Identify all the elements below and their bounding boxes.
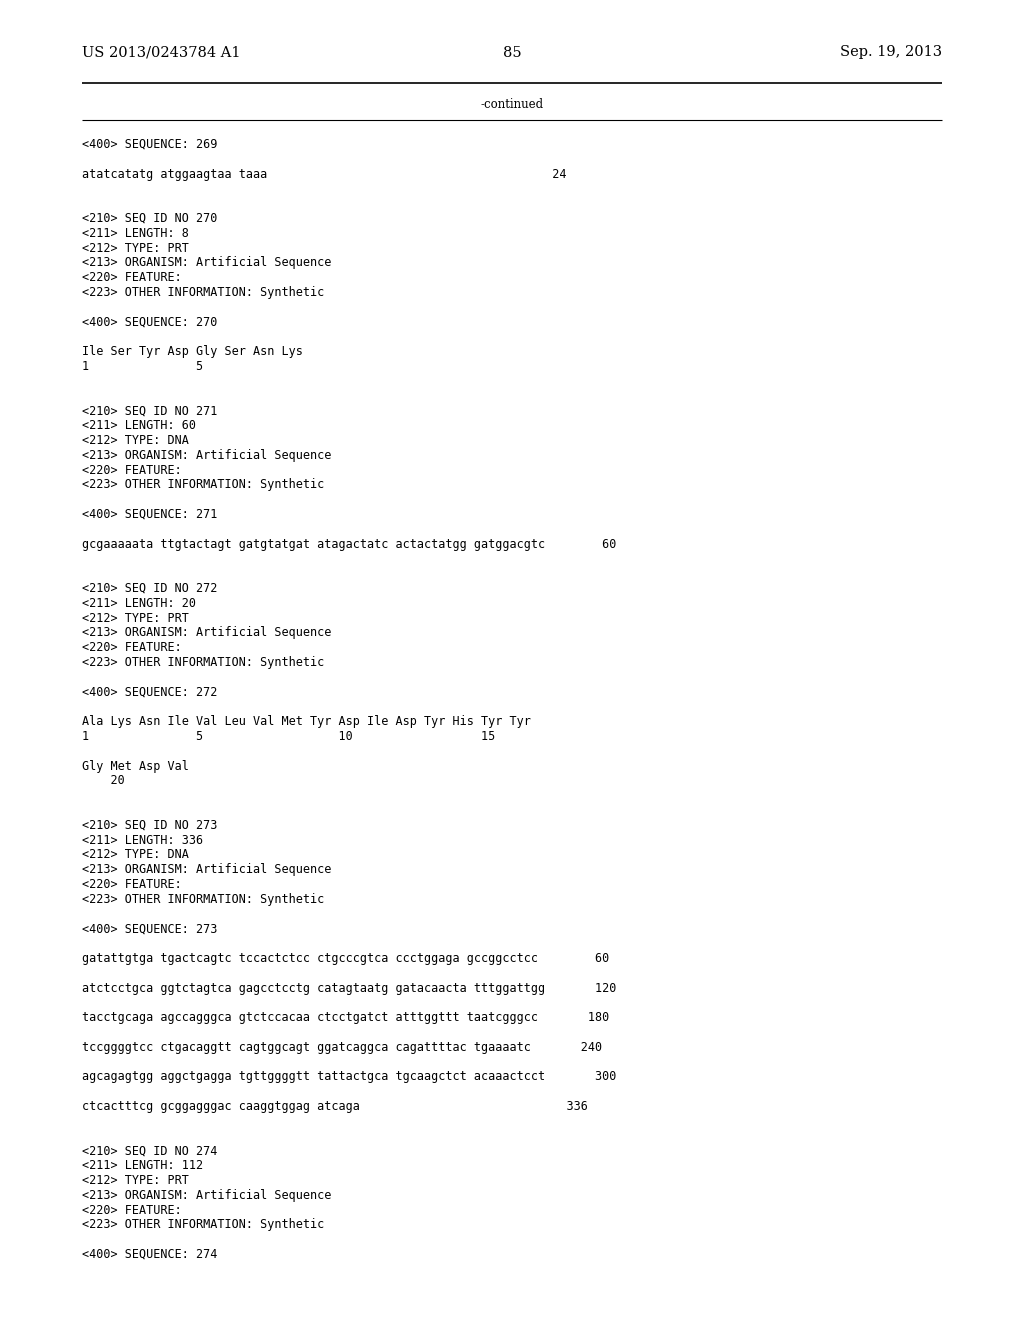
Text: <212> TYPE: PRT: <212> TYPE: PRT	[82, 1173, 188, 1187]
Text: <220> FEATURE:: <220> FEATURE:	[82, 271, 181, 284]
Text: US 2013/0243784 A1: US 2013/0243784 A1	[82, 45, 241, 59]
Text: -continued: -continued	[480, 98, 544, 111]
Text: <213> ORGANISM: Artificial Sequence: <213> ORGANISM: Artificial Sequence	[82, 256, 332, 269]
Text: gatattgtga tgactcagtc tccactctcc ctgcccgtca ccctggaga gccggcctcc        60: gatattgtga tgactcagtc tccactctcc ctgcccg…	[82, 952, 609, 965]
Text: <211> LENGTH: 20: <211> LENGTH: 20	[82, 597, 196, 610]
Text: <220> FEATURE:: <220> FEATURE:	[82, 463, 181, 477]
Text: 1               5: 1 5	[82, 360, 203, 374]
Text: 85: 85	[503, 46, 521, 59]
Text: <223> OTHER INFORMATION: Synthetic: <223> OTHER INFORMATION: Synthetic	[82, 286, 325, 300]
Text: <223> OTHER INFORMATION: Synthetic: <223> OTHER INFORMATION: Synthetic	[82, 1218, 325, 1232]
Text: Ala Lys Asn Ile Val Leu Val Met Tyr Asp Ile Asp Tyr His Tyr Tyr: Ala Lys Asn Ile Val Leu Val Met Tyr Asp …	[82, 715, 530, 729]
Text: gcgaaaaata ttgtactagt gatgtatgat atagactatc actactatgg gatggacgtc        60: gcgaaaaata ttgtactagt gatgtatgat atagact…	[82, 537, 616, 550]
Text: <211> LENGTH: 8: <211> LENGTH: 8	[82, 227, 188, 240]
Text: Sep. 19, 2013: Sep. 19, 2013	[840, 45, 942, 59]
Text: <213> ORGANISM: Artificial Sequence: <213> ORGANISM: Artificial Sequence	[82, 863, 332, 876]
Text: <400> SEQUENCE: 270: <400> SEQUENCE: 270	[82, 315, 217, 329]
Text: <210> SEQ ID NO 274: <210> SEQ ID NO 274	[82, 1144, 217, 1158]
Text: <220> FEATURE:: <220> FEATURE:	[82, 642, 181, 655]
Text: Gly Met Asp Val: Gly Met Asp Val	[82, 759, 188, 772]
Text: <213> ORGANISM: Artificial Sequence: <213> ORGANISM: Artificial Sequence	[82, 1189, 332, 1201]
Text: <213> ORGANISM: Artificial Sequence: <213> ORGANISM: Artificial Sequence	[82, 627, 332, 639]
Text: <212> TYPE: PRT: <212> TYPE: PRT	[82, 242, 188, 255]
Text: <210> SEQ ID NO 273: <210> SEQ ID NO 273	[82, 818, 217, 832]
Text: <212> TYPE: DNA: <212> TYPE: DNA	[82, 434, 188, 447]
Text: tacctgcaga agccagggca gtctccacaa ctcctgatct atttggttt taatcgggcc       180: tacctgcaga agccagggca gtctccacaa ctcctga…	[82, 1011, 609, 1024]
Text: <223> OTHER INFORMATION: Synthetic: <223> OTHER INFORMATION: Synthetic	[82, 892, 325, 906]
Text: <220> FEATURE:: <220> FEATURE:	[82, 878, 181, 891]
Text: <211> LENGTH: 112: <211> LENGTH: 112	[82, 1159, 203, 1172]
Text: Ile Ser Tyr Asp Gly Ser Asn Lys: Ile Ser Tyr Asp Gly Ser Asn Lys	[82, 346, 303, 358]
Text: atatcatatg atggaagtaa taaa                                        24: atatcatatg atggaagtaa taaa 24	[82, 168, 566, 181]
Text: <220> FEATURE:: <220> FEATURE:	[82, 1204, 181, 1217]
Text: 20: 20	[82, 775, 125, 788]
Text: <400> SEQUENCE: 271: <400> SEQUENCE: 271	[82, 508, 217, 521]
Text: agcagagtgg aggctgagga tgttggggtt tattactgca tgcaagctct acaaactcct       300: agcagagtgg aggctgagga tgttggggtt tattact…	[82, 1071, 616, 1084]
Text: <400> SEQUENCE: 274: <400> SEQUENCE: 274	[82, 1247, 217, 1261]
Text: <210> SEQ ID NO 270: <210> SEQ ID NO 270	[82, 213, 217, 224]
Text: 1               5                   10                  15: 1 5 10 15	[82, 730, 496, 743]
Text: <223> OTHER INFORMATION: Synthetic: <223> OTHER INFORMATION: Synthetic	[82, 478, 325, 491]
Text: <400> SEQUENCE: 273: <400> SEQUENCE: 273	[82, 923, 217, 936]
Text: <213> ORGANISM: Artificial Sequence: <213> ORGANISM: Artificial Sequence	[82, 449, 332, 462]
Text: <211> LENGTH: 336: <211> LENGTH: 336	[82, 834, 203, 846]
Text: <400> SEQUENCE: 269: <400> SEQUENCE: 269	[82, 139, 217, 150]
Text: <210> SEQ ID NO 271: <210> SEQ ID NO 271	[82, 404, 217, 417]
Text: atctcctgca ggtctagtca gagcctcctg catagtaatg gatacaacta tttggattgg       120: atctcctgca ggtctagtca gagcctcctg catagta…	[82, 982, 616, 994]
Text: ctcactttcg gcggagggac caaggtggag atcaga                             336: ctcactttcg gcggagggac caaggtggag atcaga …	[82, 1100, 588, 1113]
Text: <210> SEQ ID NO 272: <210> SEQ ID NO 272	[82, 582, 217, 595]
Text: <223> OTHER INFORMATION: Synthetic: <223> OTHER INFORMATION: Synthetic	[82, 656, 325, 669]
Text: <212> TYPE: PRT: <212> TYPE: PRT	[82, 611, 188, 624]
Text: tccggggtcc ctgacaggtt cagtggcagt ggatcaggca cagattttac tgaaaatc       240: tccggggtcc ctgacaggtt cagtggcagt ggatcag…	[82, 1040, 602, 1053]
Text: <211> LENGTH: 60: <211> LENGTH: 60	[82, 420, 196, 432]
Text: <212> TYPE: DNA: <212> TYPE: DNA	[82, 849, 188, 862]
Text: <400> SEQUENCE: 272: <400> SEQUENCE: 272	[82, 685, 217, 698]
